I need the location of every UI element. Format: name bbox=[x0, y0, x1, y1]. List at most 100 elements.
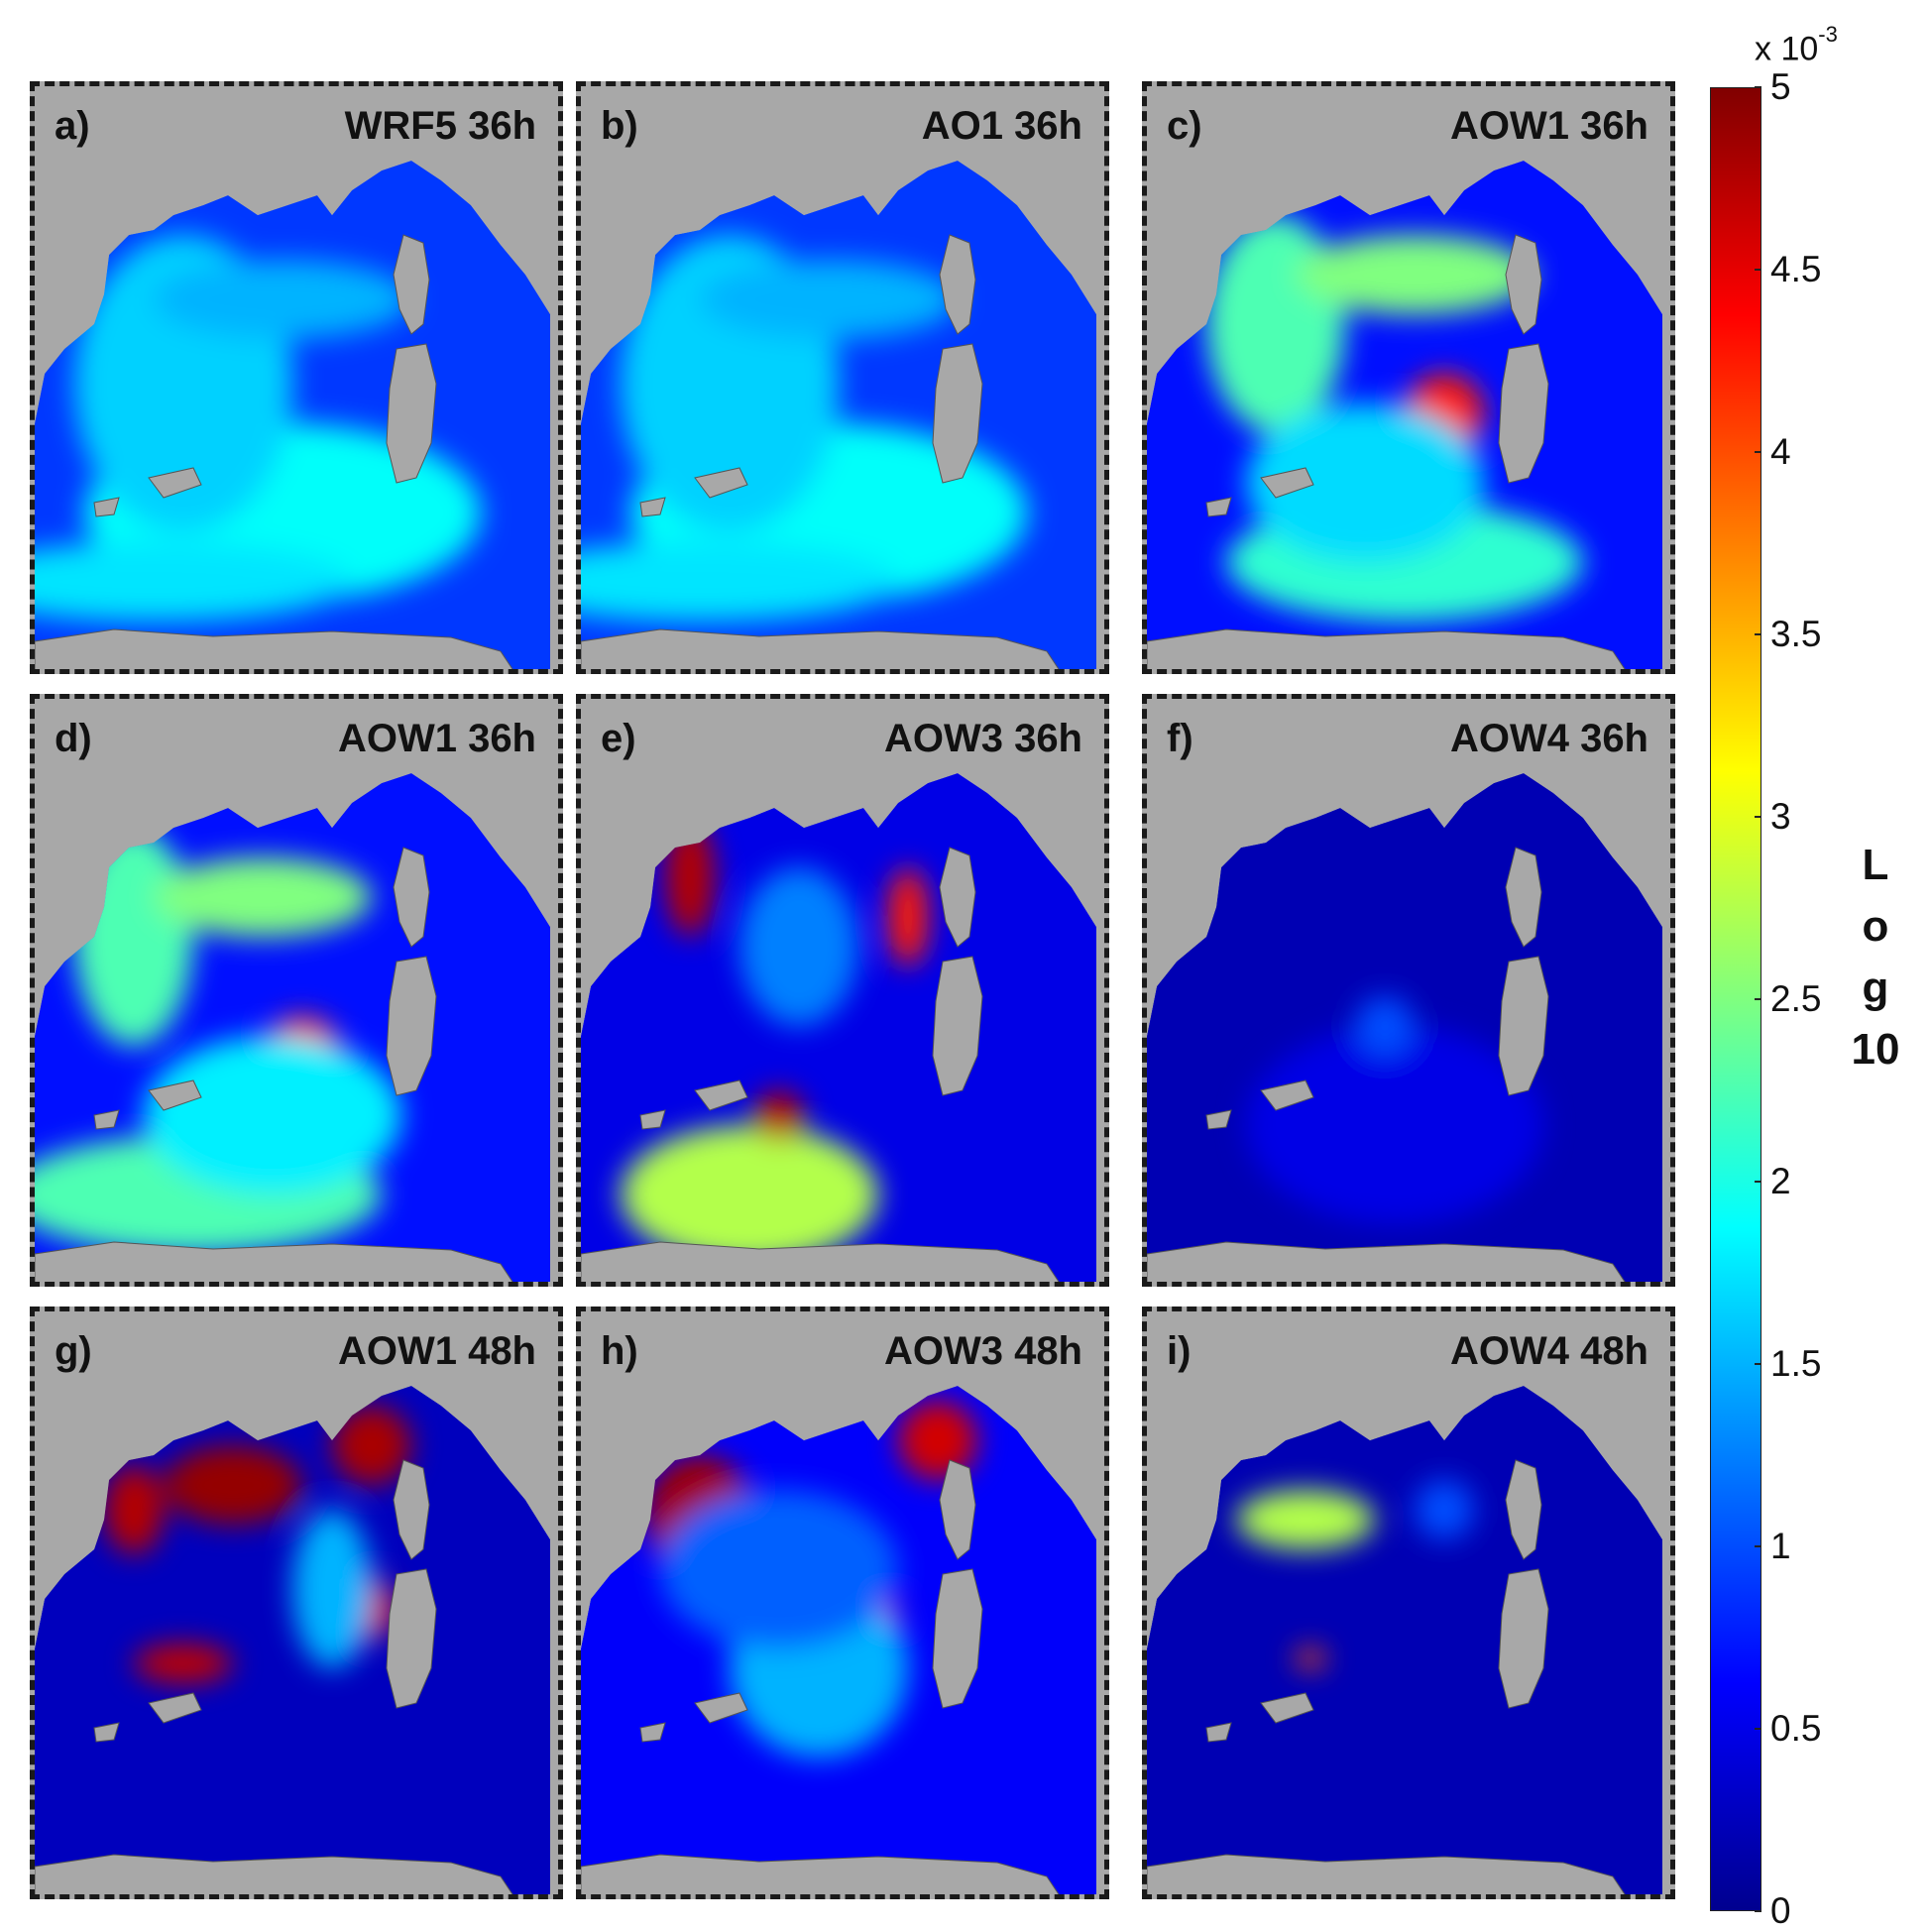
panel-label: b) bbox=[601, 104, 638, 148]
panel-g: g) AOW1 48h bbox=[30, 1307, 563, 1899]
field-patch bbox=[1206, 215, 1345, 433]
africa-land bbox=[1147, 628, 1626, 669]
colorbar-tick-mark bbox=[1755, 1545, 1761, 1547]
colorbar-label-letter: o bbox=[1862, 902, 1889, 951]
colorbar-tick-label: 3 bbox=[1770, 796, 1791, 837]
field-patch bbox=[665, 818, 715, 937]
field-patch bbox=[164, 1445, 302, 1525]
colorbar-tick-label: 1.5 bbox=[1770, 1343, 1822, 1384]
africa-land bbox=[581, 1854, 1060, 1894]
colorbar-tick-label: 0.5 bbox=[1770, 1708, 1822, 1749]
panel-title: AOW1 36h bbox=[1449, 104, 1648, 148]
sea-field bbox=[1147, 1386, 1662, 1894]
panel-label: e) bbox=[601, 717, 636, 760]
africa-land bbox=[35, 1854, 513, 1894]
balearic-land bbox=[148, 1080, 202, 1111]
sardinia-land bbox=[932, 1568, 983, 1709]
sardinia-land bbox=[386, 956, 437, 1096]
panel-label: g) bbox=[55, 1329, 92, 1373]
panel-c: c) AOW1 36h bbox=[1142, 81, 1675, 674]
field-patch bbox=[1355, 996, 1415, 1056]
colorbar-multiplier-exponent: -3 bbox=[1818, 22, 1838, 47]
colorbar-tick-mark bbox=[1755, 1363, 1761, 1365]
balearic-land bbox=[148, 1692, 202, 1724]
panel-title: AOW4 48h bbox=[1449, 1329, 1648, 1373]
sardinia-land bbox=[1498, 343, 1549, 484]
africa-land bbox=[581, 1241, 1060, 1282]
field-patch bbox=[621, 1125, 878, 1264]
sardinia-land bbox=[1498, 956, 1549, 1096]
sea-background bbox=[1147, 1386, 1662, 1894]
field-patch bbox=[1246, 403, 1484, 562]
field-patch bbox=[739, 867, 858, 1026]
field-patch bbox=[154, 857, 372, 937]
africa-land bbox=[1147, 1241, 1626, 1282]
field-patch bbox=[134, 1644, 233, 1683]
corsica-land bbox=[393, 847, 430, 948]
corsica-land bbox=[939, 234, 976, 335]
panel-title: AOW1 36h bbox=[337, 717, 536, 760]
colorbar bbox=[1710, 87, 1761, 1911]
panel-title: AOW3 36h bbox=[883, 717, 1082, 760]
field-patch bbox=[332, 1406, 411, 1485]
balearic-land bbox=[694, 1692, 748, 1724]
panel-title: WRF5 36h bbox=[344, 104, 536, 148]
sardinia-land bbox=[386, 1568, 437, 1709]
field-patch bbox=[898, 1401, 977, 1480]
corsica-land bbox=[1505, 234, 1542, 335]
island-land bbox=[93, 497, 120, 517]
panel-label: a) bbox=[55, 104, 90, 148]
colorbar-tick-label: 4.5 bbox=[1770, 249, 1822, 289]
island-land bbox=[639, 1722, 666, 1743]
colorbar-tick-mark bbox=[1755, 1181, 1761, 1183]
sardinia-land bbox=[386, 343, 437, 484]
corsica-land bbox=[1505, 847, 1542, 948]
africa-land bbox=[35, 628, 513, 669]
island-land bbox=[639, 1109, 666, 1130]
panel-label: h) bbox=[601, 1329, 638, 1373]
balearic-land bbox=[148, 467, 202, 499]
field-patch bbox=[1296, 235, 1533, 314]
africa-land bbox=[1147, 1854, 1626, 1894]
panel-f: f) AOW4 36h bbox=[1142, 694, 1675, 1287]
field-patch bbox=[581, 542, 898, 622]
panel-title: AOW3 48h bbox=[883, 1329, 1082, 1373]
island-land bbox=[93, 1722, 120, 1743]
colorbar-tick-mark bbox=[1755, 1910, 1761, 1912]
panel-label: d) bbox=[55, 717, 92, 760]
panel-b: b) AO1 36h bbox=[576, 81, 1109, 674]
island-land bbox=[639, 497, 666, 517]
colorbar-tick-mark bbox=[1755, 998, 1761, 1000]
sea-field bbox=[1147, 161, 1662, 669]
colorbar-tick-label: 1 bbox=[1770, 1526, 1791, 1566]
field-patch bbox=[1246, 1026, 1543, 1224]
panel-label: c) bbox=[1167, 104, 1202, 148]
field-patch bbox=[104, 1465, 164, 1554]
field-patch bbox=[754, 1090, 804, 1140]
corsica-land bbox=[939, 1459, 976, 1560]
balearic-land bbox=[1260, 1692, 1314, 1724]
colorbar-multiplier: x 10-3 bbox=[1755, 22, 1838, 68]
panel-title: AOW4 36h bbox=[1449, 717, 1648, 760]
colorbar-tick-mark bbox=[1755, 451, 1761, 453]
sea-field bbox=[35, 1386, 550, 1894]
sea-field bbox=[581, 161, 1096, 669]
island-land bbox=[1205, 1722, 1232, 1743]
colorbar-tick-label: 2 bbox=[1770, 1161, 1791, 1201]
sea-background bbox=[35, 1386, 550, 1894]
field-patch bbox=[74, 828, 193, 1046]
colorbar-tick-label: 2.5 bbox=[1770, 978, 1822, 1019]
panel-title: AO1 36h bbox=[921, 104, 1082, 148]
colorbar-label-letter: 10 bbox=[1851, 1025, 1900, 1074]
corsica-land bbox=[393, 1459, 430, 1560]
field-patch bbox=[1415, 1480, 1474, 1539]
island-land bbox=[93, 1109, 120, 1130]
balearic-land bbox=[1260, 1080, 1314, 1111]
field-patch bbox=[292, 1510, 372, 1668]
panel-label: f) bbox=[1167, 717, 1193, 760]
colorbar-tick-mark bbox=[1755, 269, 1761, 271]
sardinia-land bbox=[932, 956, 983, 1096]
colorbar-tick-mark bbox=[1755, 1728, 1761, 1730]
corsica-land bbox=[939, 847, 976, 948]
balearic-land bbox=[694, 1080, 748, 1111]
